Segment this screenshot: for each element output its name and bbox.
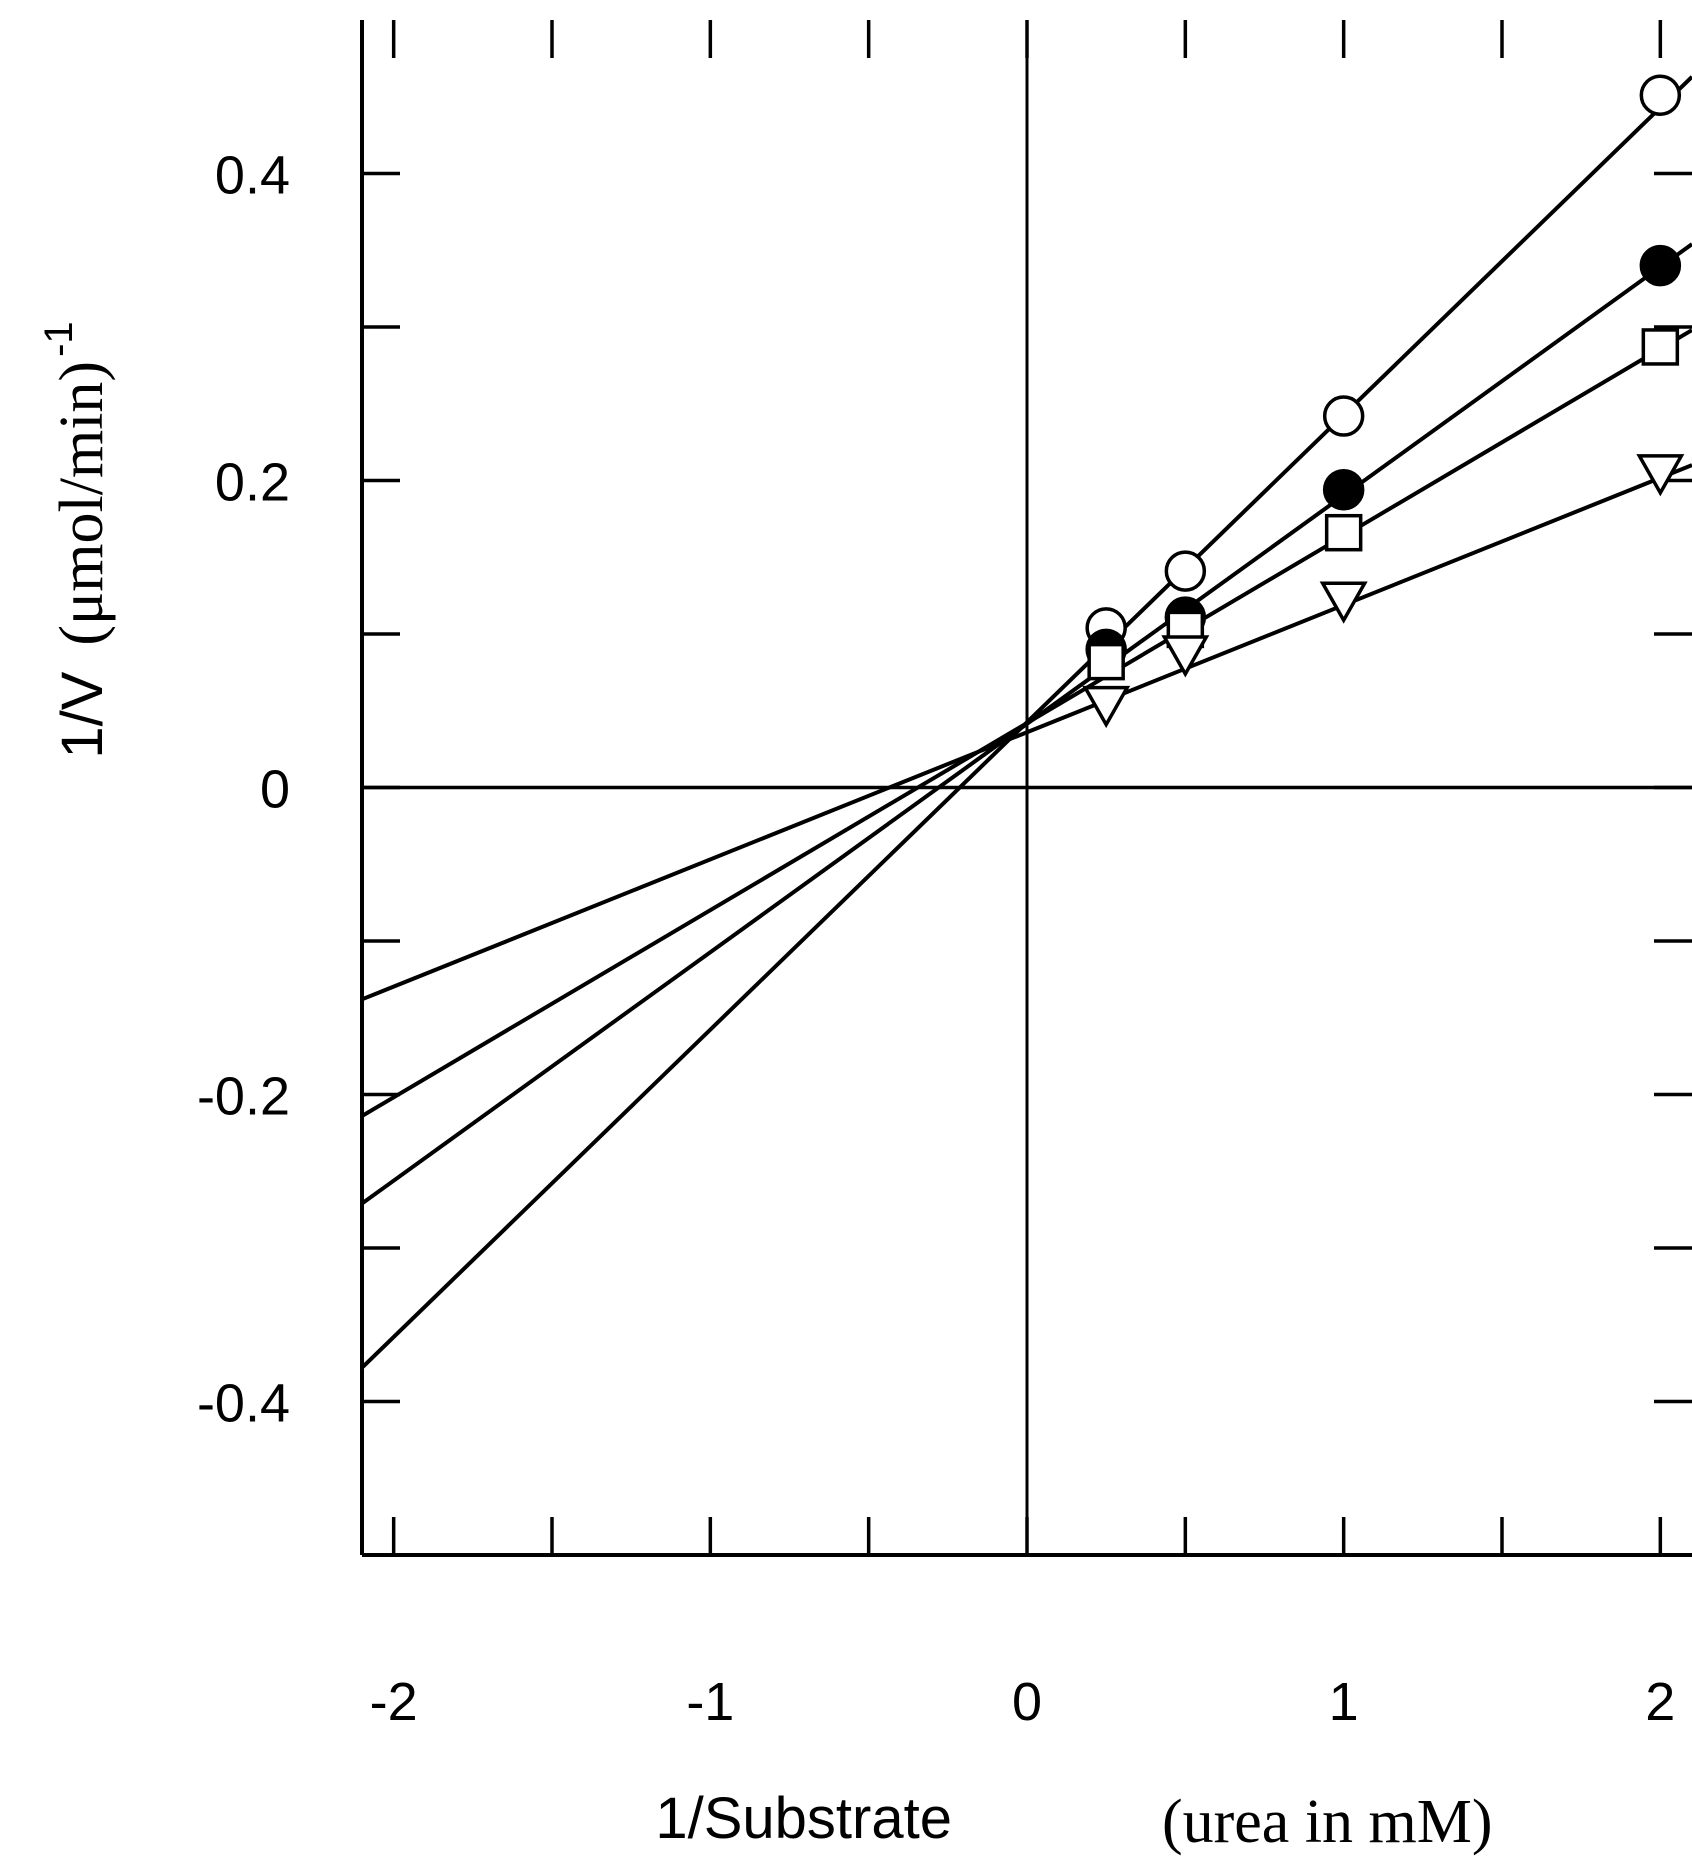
series-line-open-triangle-down [361, 463, 1692, 1002]
y-tick-label: -0.2 [197, 1067, 290, 1127]
data-point-open-square [1641, 328, 1680, 366]
data-point-open-triangle-down [1161, 635, 1210, 678]
data-point-filled-circle [1639, 244, 1682, 287]
data-point-open-square [1324, 513, 1363, 552]
data-point-open-circle [1639, 74, 1682, 116]
svg-text:1/V (μmol/min) -1: 1/V (μmol/min) -1 [37, 321, 116, 758]
x-tick-label: 0 [1012, 1672, 1042, 1732]
axis-ticks [362, 20, 1692, 1555]
y-axis-title-main: 1/V [50, 671, 115, 758]
y-tick-label: -0.4 [197, 1374, 290, 1434]
tick-labels: -2 -1 0 1 2 -0.4 -0.2 0 0.2 0.4 [197, 146, 1675, 1733]
x-tick-label: 1 [1329, 1672, 1359, 1732]
data-point-filled-circle [1322, 468, 1365, 511]
series-lines [360, 75, 1692, 1370]
data-point-open-triangle-down [1636, 454, 1685, 497]
data-point-open-triangle-down [1319, 581, 1368, 624]
y-axis-title: 1/V (μmol/min) -1 [37, 321, 116, 758]
x-tick-label: -2 [370, 1672, 418, 1732]
y-tick-label: 0.4 [215, 146, 290, 206]
y-axis-title-superscript: -1 [37, 321, 81, 357]
zero-axes [362, 20, 1692, 1555]
y-tick-label: 0 [260, 760, 290, 820]
data-point-open-circle [1164, 550, 1207, 592]
data-point-open-triangle-down [1082, 685, 1131, 729]
x-tick-label: 2 [1645, 1672, 1675, 1732]
x-axis-title-unit: (urea in mM) [1162, 1788, 1493, 1856]
data-point-open-square [1087, 642, 1125, 681]
series-line-open-square [360, 328, 1692, 1118]
x-axis-title-main: 1/Substrate [655, 1786, 952, 1851]
data-point-open-circle [1322, 395, 1365, 437]
y-axis-title-unit: (μmol/min) [48, 361, 116, 646]
y-tick-label: 0.2 [215, 453, 290, 513]
x-tick-label: -1 [686, 1672, 734, 1732]
series-markers [1082, 74, 1685, 729]
